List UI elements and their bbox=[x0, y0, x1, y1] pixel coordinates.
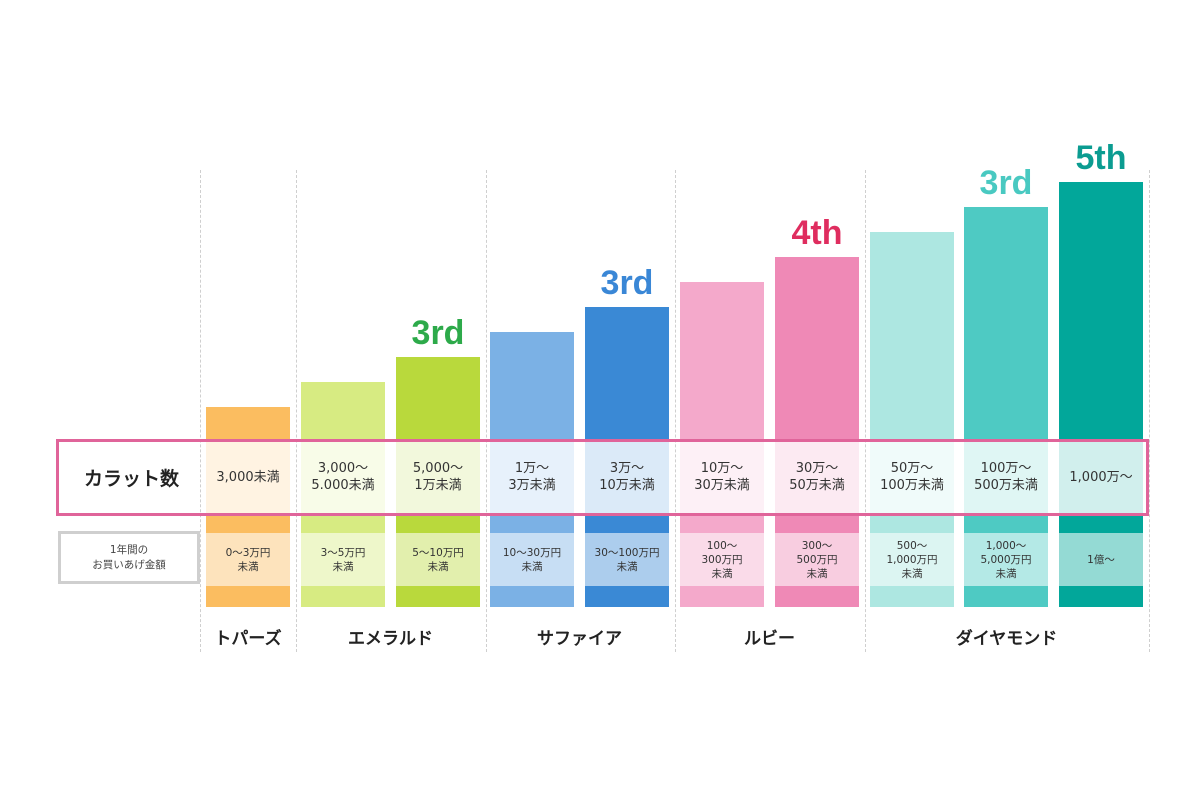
group-divider bbox=[675, 170, 676, 652]
gem-group-label: ダイヤモンド bbox=[955, 628, 1058, 649]
amount-value: 30〜100万円 未満 bbox=[585, 533, 669, 586]
group-divider bbox=[486, 170, 487, 652]
amount-value: 0〜3万円 未満 bbox=[206, 533, 290, 586]
amount-value: 500〜 1,000万円 未満 bbox=[870, 533, 954, 586]
rank-label: 3rd bbox=[600, 264, 654, 302]
carat-value: 1,000万〜 bbox=[1059, 441, 1143, 513]
group-divider bbox=[296, 170, 297, 652]
carat-value: 3万〜 10万未満 bbox=[585, 441, 669, 513]
carat-value: 30万〜 50万未満 bbox=[775, 441, 859, 513]
gem-group-label: トパーズ bbox=[214, 628, 282, 649]
gem-group-label: サファイア bbox=[537, 628, 622, 649]
gem-group-label: エメラルド bbox=[348, 628, 433, 649]
amount-value: 1,000〜 5,000万円 未満 bbox=[964, 533, 1048, 586]
amount-value: 1億〜 bbox=[1059, 533, 1143, 586]
rank-label: 3rd bbox=[411, 314, 465, 352]
rank-label: 4th bbox=[791, 214, 843, 252]
group-divider bbox=[1149, 170, 1150, 652]
carat-value: 3,000未満 bbox=[206, 441, 290, 513]
rank-label: 5th bbox=[1075, 139, 1127, 177]
carat-value: 5,000〜 1万未満 bbox=[396, 441, 480, 513]
amount-value: 100〜 300万円 未満 bbox=[680, 533, 764, 586]
amount-value: 3〜5万円 未満 bbox=[301, 533, 385, 586]
amount-value: 300〜 500万円 未満 bbox=[775, 533, 859, 586]
carat-value: 3,000〜 5.000未満 bbox=[301, 441, 385, 513]
rank-label: 3rd bbox=[979, 164, 1033, 202]
carat-row-label: カラット数 bbox=[83, 468, 179, 490]
group-divider bbox=[200, 170, 201, 652]
carat-value: 10万〜 30万未満 bbox=[680, 441, 764, 513]
amount-value: 10〜30万円 未満 bbox=[490, 533, 574, 586]
amount-row-label: 1年間の お買いあげ金額 bbox=[58, 531, 200, 584]
carat-value: 1万〜 3万未満 bbox=[490, 441, 574, 513]
carat-value: 100万〜 500万未満 bbox=[964, 441, 1048, 513]
gem-group-label: ルビー bbox=[744, 628, 795, 649]
carat-value: 50万〜 100万未満 bbox=[870, 441, 954, 513]
group-divider bbox=[865, 170, 866, 652]
amount-value: 5〜10万円 未満 bbox=[396, 533, 480, 586]
